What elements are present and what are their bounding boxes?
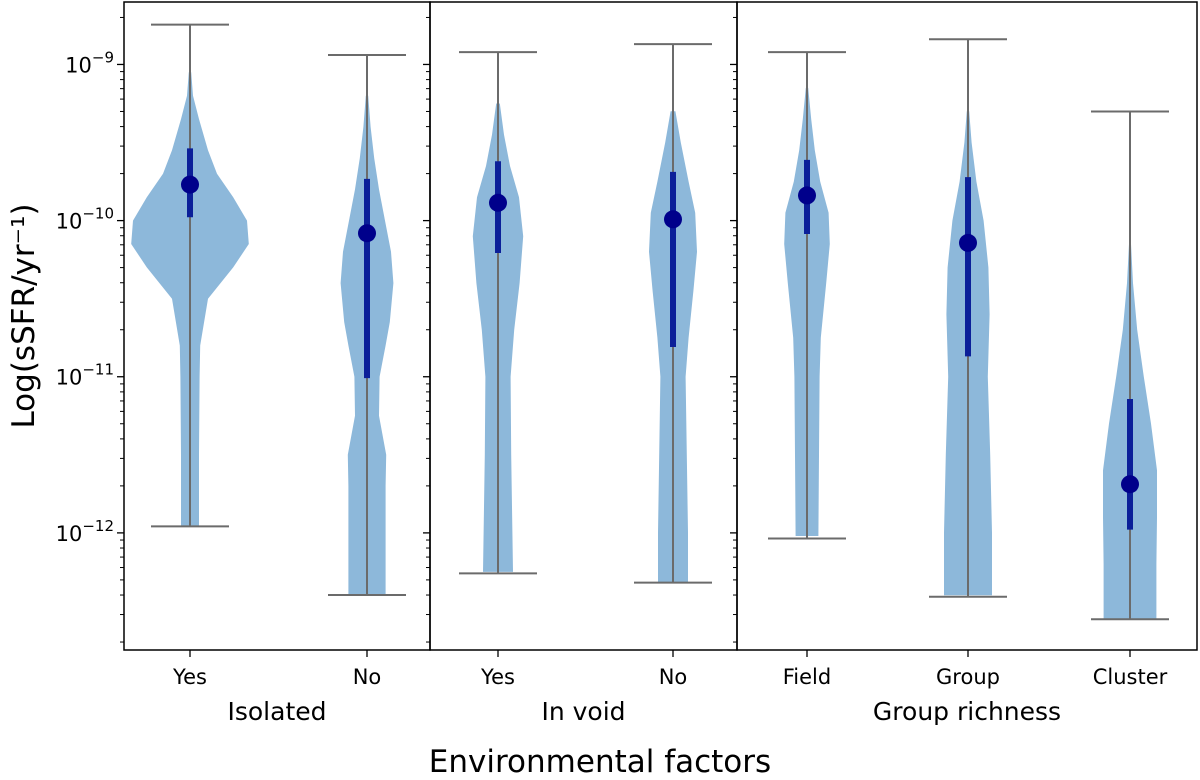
group-label: Isolated (227, 697, 326, 726)
group-label: Group richness (873, 697, 1061, 726)
y-axis-title: Log(sSFR/yr⁻¹) (6, 203, 42, 428)
median-point (959, 233, 977, 252)
median-point (664, 210, 682, 229)
x-axis-title: Environmental factors (429, 744, 771, 780)
group-label: In void (541, 697, 625, 726)
median-point (798, 186, 816, 205)
median-point (489, 193, 507, 212)
x-tick-label: No (659, 665, 688, 689)
panel-frame (429, 1, 738, 651)
y-tick-label: 10−11 (56, 361, 114, 390)
y-tick-label: 10−12 (56, 517, 114, 546)
median-point (358, 224, 376, 243)
y-tick-label: 10−9 (65, 48, 114, 77)
panel-frame (736, 1, 1198, 651)
panel-1 (131, 23, 406, 597)
x-tick-label: Yes (172, 665, 207, 689)
x-tick-label: Yes (480, 665, 515, 689)
median-point (181, 175, 199, 194)
x-tick-label: No (353, 665, 382, 689)
panel-3 (768, 38, 1169, 621)
y-tick-label: 10−10 (56, 205, 114, 234)
plot-area (131, 23, 1169, 621)
axes: Yes No Isolated Yes No In void Field Group Clust… (56, 1, 1198, 726)
x-tick-label: Cluster (1093, 665, 1168, 689)
x-tick-label: Group (936, 665, 1000, 689)
x-tick-label: Field (783, 665, 831, 689)
panel-2 (459, 43, 712, 584)
median-point (1121, 475, 1139, 494)
